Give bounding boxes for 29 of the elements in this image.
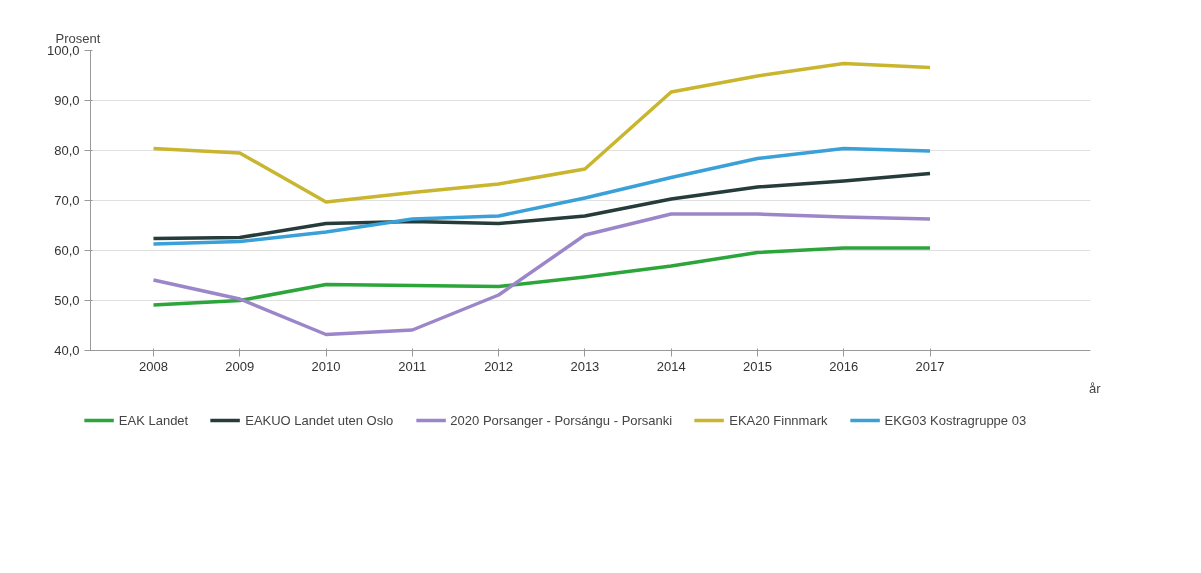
x-tick-label: 2016	[829, 358, 859, 374]
x-tick-label: 2010	[311, 358, 341, 374]
x-axis-title: år	[1088, 380, 1102, 396]
legend-label: EKG03 Kostragruppe 03	[884, 412, 1027, 428]
legend-label: EAK Landet	[118, 412, 189, 428]
y-axis-title: Prosent	[55, 30, 101, 46]
x-tick-label: 2012	[484, 358, 514, 374]
line-series	[151, 146, 932, 246]
x-tick-label: 2017	[915, 358, 945, 374]
y-tick-label: 50,0	[54, 293, 80, 308]
x-tick-label: 2008	[139, 358, 168, 374]
line-series	[151, 212, 932, 337]
x-tick-label: 2015	[742, 358, 772, 374]
x-tick-label: 2013	[570, 358, 600, 374]
legend-label: EAKUO Landet uten Oslo	[245, 412, 394, 428]
y-tick-label: 40,0	[54, 343, 80, 358]
x-tick-label: 2009	[225, 358, 255, 374]
legend-label: 2020 Porsanger - Porsángu - Porsanki	[450, 412, 673, 428]
line-series	[151, 171, 932, 241]
legend-label: EKA20 Finnmark	[729, 412, 828, 428]
y-tick-label: 100,0	[46, 43, 80, 58]
line-series	[151, 61, 932, 204]
y-tick-label: 60,0	[54, 243, 80, 258]
x-tick-label: 2011	[398, 358, 427, 374]
line-series	[151, 246, 932, 307]
x-tick-label: 2014	[656, 358, 686, 374]
y-tick-label: 80,0	[54, 143, 80, 158]
y-tick-label: 70,0	[54, 193, 80, 208]
y-tick-label: 90,0	[54, 93, 80, 108]
